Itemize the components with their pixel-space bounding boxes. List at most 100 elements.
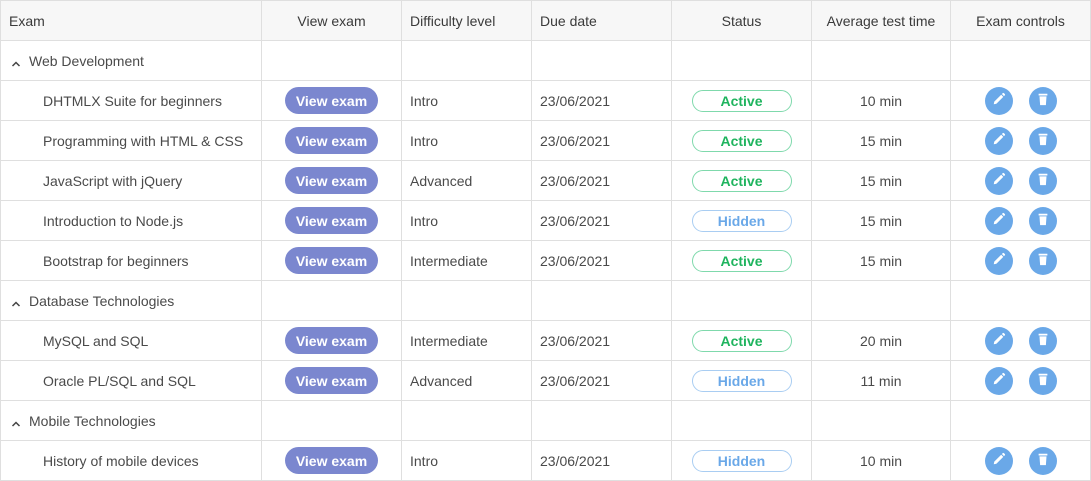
due-date: 23/06/2021 (532, 241, 672, 280)
status-badge: Hidden (691, 209, 792, 232)
delete-button[interactable] (1028, 326, 1057, 355)
edit-button[interactable] (984, 206, 1013, 235)
trash-icon (1036, 132, 1050, 149)
status-badge: Hidden (691, 449, 792, 472)
exam-name: Programming with HTML & CSS (1, 121, 262, 160)
header-exam[interactable]: Exam (1, 1, 262, 40)
view-exam-button[interactable]: View exam (285, 367, 378, 394)
view-exam-button[interactable]: View exam (285, 87, 378, 114)
delete-button[interactable] (1028, 366, 1057, 395)
table-row: MySQL and SQL View exam Intermediate 23/… (1, 321, 1090, 361)
due-date: 23/06/2021 (532, 161, 672, 200)
view-exam-button[interactable]: View exam (285, 167, 378, 194)
table-row: Introduction to Node.js View exam Intro … (1, 201, 1090, 241)
exam-name: Oracle PL/SQL and SQL (1, 361, 262, 400)
trash-icon (1036, 212, 1050, 229)
status-badge: Active (691, 89, 792, 112)
view-exam-button[interactable]: View exam (285, 127, 378, 154)
table-row: Programming with HTML & CSS View exam In… (1, 121, 1090, 161)
grid-body: Web Development DHTMLX Suite for beginne… (1, 41, 1090, 481)
pencil-icon (992, 372, 1006, 389)
difficulty-level: Intermediate (402, 241, 532, 280)
due-date: 23/06/2021 (532, 361, 672, 400)
due-date: 23/06/2021 (532, 441, 672, 480)
edit-button[interactable] (984, 166, 1013, 195)
average-test-time: 10 min (812, 81, 951, 120)
exam-name: DHTMLX Suite for beginners (1, 81, 262, 120)
average-test-time: 20 min (812, 321, 951, 360)
view-exam-button[interactable]: View exam (285, 207, 378, 234)
exam-name: Introduction to Node.js (1, 201, 262, 240)
average-test-time: 10 min (812, 441, 951, 480)
difficulty-level: Intro (402, 81, 532, 120)
header-row: Exam View exam Difficulty level Due date… (1, 1, 1090, 41)
trash-icon (1036, 252, 1050, 269)
view-exam-button[interactable]: View exam (285, 447, 378, 474)
difficulty-level: Intro (402, 121, 532, 160)
due-date: 23/06/2021 (532, 81, 672, 120)
header-exam-controls[interactable]: Exam controls (976, 12, 1065, 29)
edit-button[interactable] (984, 246, 1013, 275)
pencil-icon (992, 212, 1006, 229)
average-test-time: 15 min (812, 241, 951, 280)
status-badge: Active (691, 329, 792, 352)
average-test-time: 15 min (812, 201, 951, 240)
trash-icon (1036, 372, 1050, 389)
exam-name: History of mobile devices (1, 441, 262, 480)
status-badge: Active (691, 129, 792, 152)
pencil-icon (992, 92, 1006, 109)
view-exam-button[interactable]: View exam (285, 247, 378, 274)
header-view-exam[interactable]: View exam (262, 1, 402, 40)
edit-button[interactable] (984, 86, 1013, 115)
edit-button[interactable] (984, 126, 1013, 155)
average-test-time: 15 min (812, 161, 951, 200)
header-difficulty[interactable]: Difficulty level (402, 1, 532, 40)
status-badge: Hidden (691, 369, 792, 392)
group-name: Mobile Technologies (29, 412, 156, 429)
delete-button[interactable] (1028, 166, 1057, 195)
delete-button[interactable] (1028, 206, 1057, 235)
edit-button[interactable] (984, 366, 1013, 395)
average-test-time: 11 min (812, 361, 951, 400)
trash-icon (1036, 332, 1050, 349)
delete-button[interactable] (1028, 446, 1057, 475)
pencil-icon (992, 252, 1006, 269)
table-row: History of mobile devices View exam Intr… (1, 441, 1090, 481)
table-row: Oracle PL/SQL and SQL View exam Advanced… (1, 361, 1090, 401)
delete-button[interactable] (1028, 86, 1057, 115)
status-badge: Active (691, 169, 792, 192)
edit-button[interactable] (984, 446, 1013, 475)
header-status[interactable]: Status (672, 1, 812, 40)
group-row[interactable]: Web Development (1, 41, 1090, 81)
header-avg-time[interactable]: Average test time (812, 1, 951, 40)
view-exam-button[interactable]: View exam (285, 327, 378, 354)
group-row[interactable]: Database Technologies (1, 281, 1090, 321)
table-row: DHTMLX Suite for beginners View exam Int… (1, 81, 1090, 121)
delete-button[interactable] (1028, 126, 1057, 155)
table-row: JavaScript with jQuery View exam Advance… (1, 161, 1090, 201)
exam-name: MySQL and SQL (1, 321, 262, 360)
difficulty-level: Intro (402, 441, 532, 480)
due-date: 23/06/2021 (532, 121, 672, 160)
edit-button[interactable] (984, 326, 1013, 355)
difficulty-level: Advanced (402, 361, 532, 400)
pencil-icon (992, 172, 1006, 189)
group-row[interactable]: Mobile Technologies (1, 401, 1090, 441)
chevron-up-icon[interactable] (11, 56, 21, 67)
header-due-date[interactable]: Due date (532, 1, 672, 40)
group-name: Web Development (29, 52, 144, 69)
difficulty-level: Intro (402, 201, 532, 240)
table-row: Bootstrap for beginners View exam Interm… (1, 241, 1090, 281)
exam-name: JavaScript with jQuery (1, 161, 262, 200)
chevron-up-icon[interactable] (11, 296, 21, 307)
group-name: Database Technologies (29, 292, 175, 309)
exam-name: Bootstrap for beginners (1, 241, 262, 280)
difficulty-level: Advanced (402, 161, 532, 200)
pencil-icon (992, 132, 1006, 149)
status-badge: Active (691, 249, 792, 272)
chevron-up-icon[interactable] (11, 416, 21, 427)
delete-button[interactable] (1028, 246, 1057, 275)
trash-icon (1036, 92, 1050, 109)
trash-icon (1036, 172, 1050, 189)
difficulty-level: Intermediate (402, 321, 532, 360)
